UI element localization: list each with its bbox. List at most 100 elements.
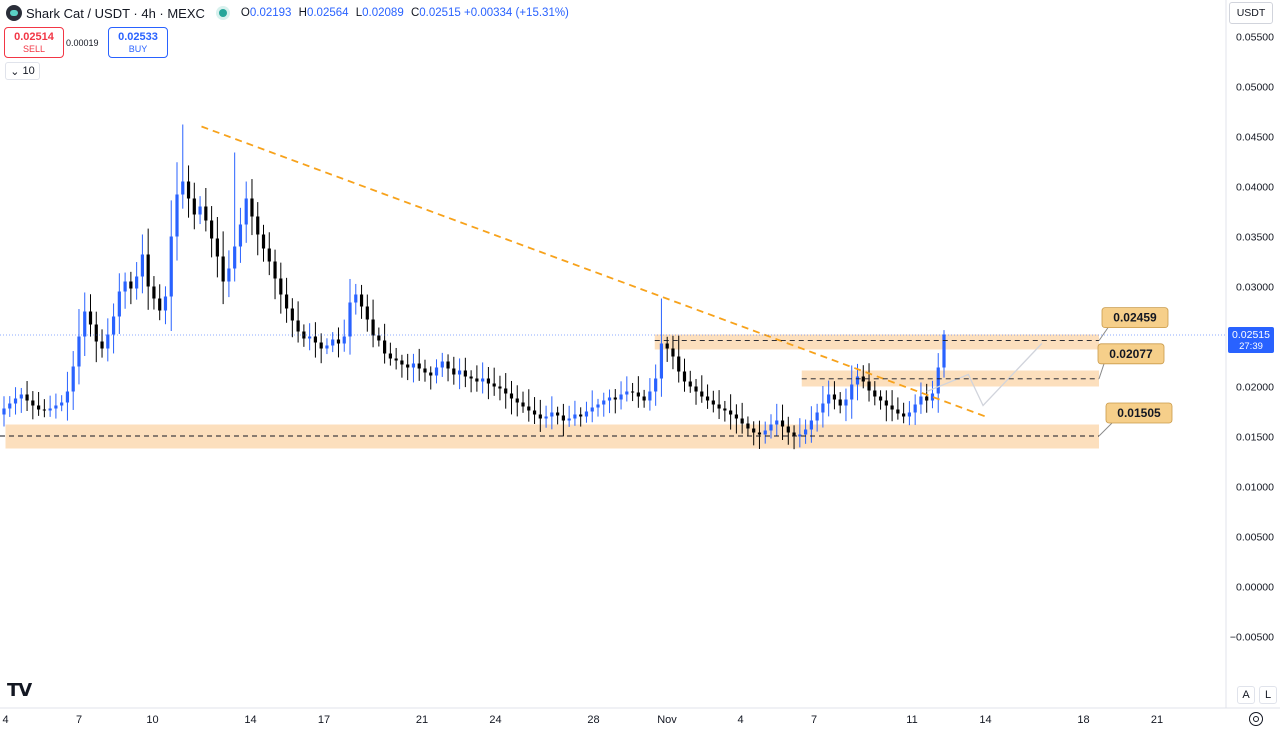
candle-body bbox=[394, 358, 398, 361]
candle-body bbox=[192, 198, 196, 215]
last-price-text: 0.02515 bbox=[1232, 329, 1270, 341]
candle-body bbox=[117, 291, 121, 317]
buy-price: 0.02533 bbox=[118, 30, 158, 43]
candle bbox=[423, 359, 427, 382]
price-tick-label: 0.04500 bbox=[1236, 132, 1274, 144]
candle-body bbox=[509, 393, 514, 399]
candle-body bbox=[688, 381, 692, 387]
candle-body bbox=[429, 372, 433, 376]
symbol-title[interactable]: Shark Cat / USDT · 4h · MEXC bbox=[26, 5, 205, 21]
candle bbox=[440, 352, 444, 377]
candle-body bbox=[111, 316, 116, 335]
candle-body bbox=[942, 334, 946, 368]
time-tick-label: 7 bbox=[811, 714, 817, 726]
time-tick-label: 11 bbox=[906, 714, 917, 726]
candle bbox=[42, 399, 46, 418]
candle bbox=[365, 294, 369, 332]
candle-body bbox=[527, 406, 531, 411]
candle-body bbox=[88, 311, 93, 325]
candle bbox=[163, 286, 168, 325]
candle bbox=[100, 329, 104, 358]
currency-selector[interactable]: USDT bbox=[1229, 2, 1273, 24]
candle-body bbox=[406, 364, 410, 368]
candle-body bbox=[596, 404, 600, 408]
candle bbox=[867, 363, 871, 402]
candle-body bbox=[273, 261, 277, 279]
level-label-text: 0.01505 bbox=[1117, 406, 1161, 420]
candle bbox=[780, 404, 785, 440]
candle bbox=[117, 273, 121, 335]
shark-cat-coin-icon bbox=[6, 5, 22, 21]
candle bbox=[873, 381, 877, 406]
candle-body bbox=[377, 335, 381, 341]
supply-demand-zones bbox=[5, 334, 1099, 449]
candle bbox=[308, 323, 312, 351]
sell-button[interactable]: 0.02514 SELL bbox=[4, 27, 64, 58]
candle-body bbox=[31, 400, 35, 406]
candle bbox=[267, 232, 271, 276]
candle-body bbox=[238, 224, 243, 247]
last-price-badge bbox=[1228, 327, 1274, 353]
candle-body bbox=[19, 394, 23, 399]
candle-body bbox=[544, 416, 548, 419]
time-tick-label: 4 bbox=[2, 714, 8, 726]
candle bbox=[884, 390, 888, 422]
candle bbox=[734, 404, 738, 434]
candle bbox=[515, 385, 519, 417]
candle-body bbox=[8, 403, 12, 409]
level-label-box bbox=[1101, 307, 1169, 329]
log-scale-button[interactable]: L bbox=[1259, 686, 1277, 704]
candle-body bbox=[261, 234, 266, 249]
candle bbox=[25, 381, 29, 412]
candle-body bbox=[204, 206, 208, 221]
candle-body bbox=[42, 409, 46, 411]
quantity-field[interactable]: ⌄ 10 bbox=[5, 62, 40, 80]
candle-body bbox=[313, 336, 318, 343]
candle bbox=[429, 366, 433, 390]
ohlc-l-label: L bbox=[355, 7, 363, 19]
gear-icon[interactable] bbox=[1249, 712, 1263, 726]
candle-body bbox=[723, 408, 727, 411]
candle bbox=[821, 385, 825, 428]
candle-body bbox=[694, 386, 698, 392]
candle-body bbox=[677, 356, 681, 372]
time-tick-label: 10 bbox=[146, 714, 158, 726]
buy-button[interactable]: 0.02533 BUY bbox=[108, 27, 168, 58]
price-tick-label: 0.05000 bbox=[1236, 82, 1274, 94]
candle-body bbox=[538, 414, 542, 419]
candle bbox=[919, 382, 923, 414]
time-tick-label: 4 bbox=[737, 714, 743, 726]
candle bbox=[896, 397, 900, 420]
level-label-box bbox=[1097, 343, 1165, 365]
candle bbox=[342, 319, 346, 352]
candle bbox=[538, 399, 542, 432]
candle bbox=[498, 375, 502, 401]
candle bbox=[584, 401, 589, 423]
candle bbox=[77, 309, 81, 385]
candle-body bbox=[37, 405, 41, 410]
candle bbox=[406, 353, 410, 381]
candle-body bbox=[210, 220, 214, 239]
candle-body bbox=[336, 339, 341, 344]
candle-body bbox=[244, 198, 248, 225]
candle bbox=[377, 327, 381, 347]
candle bbox=[290, 298, 294, 338]
candle-body bbox=[798, 434, 802, 437]
candle bbox=[371, 299, 375, 348]
candle-body bbox=[146, 254, 150, 287]
candle-body bbox=[60, 402, 64, 406]
candle-body bbox=[654, 378, 658, 392]
candle-body bbox=[492, 383, 496, 387]
candle bbox=[13, 387, 18, 415]
tradingview-logo-icon[interactable]: TV bbox=[7, 680, 32, 701]
candle bbox=[383, 323, 387, 364]
candle bbox=[838, 392, 842, 414]
auto-scale-button[interactable]: A bbox=[1237, 686, 1255, 704]
candle bbox=[544, 405, 548, 428]
candle bbox=[8, 396, 12, 417]
candle bbox=[169, 200, 173, 331]
candle-body bbox=[827, 394, 831, 404]
candle-body bbox=[757, 432, 762, 435]
candle-body bbox=[550, 412, 554, 417]
